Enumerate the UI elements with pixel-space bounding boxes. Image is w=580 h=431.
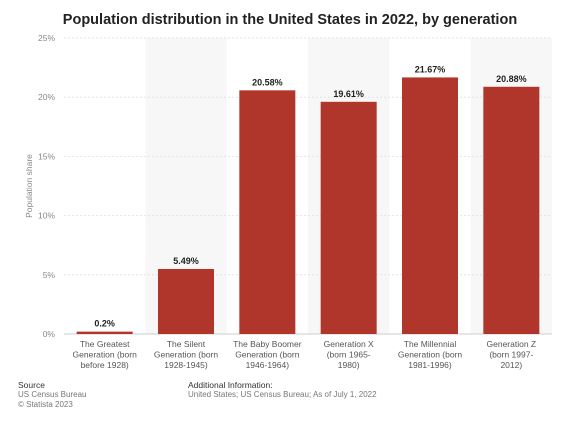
bar[interactable] [402, 77, 458, 335]
additional-info-heading: Additional Information: [188, 380, 273, 390]
bar[interactable] [483, 86, 540, 335]
source-block: Source US Census Bureau © Statista 2023 [18, 380, 86, 410]
x-tick-label: The Silent Generation (born 1928-1945) [154, 339, 219, 370]
x-tick-label: Generation X (born 1965-1980) [324, 339, 374, 370]
additional-info-block: Additional Information: United States; U… [188, 380, 377, 400]
x-tick-label: The Millennial Generation (born 1981-1996) [398, 339, 463, 370]
bar[interactable] [158, 268, 214, 334]
y-axis-label: Population share [24, 154, 34, 218]
bar[interactable] [320, 101, 377, 334]
y-tick-label: 25% [38, 33, 55, 43]
bar[interactable] [239, 90, 296, 335]
data-label: 21.67% [415, 64, 446, 74]
x-tick-label: Generation Z (born 1997-2012) [487, 339, 537, 370]
x-tick-label: The Baby Boomer Generation (born 1946-1964… [233, 339, 302, 370]
bar[interactable] [76, 331, 133, 334]
data-label: 20.88% [496, 74, 527, 84]
source-line: US Census Bureau [18, 390, 87, 399]
data-label: 0.2% [94, 319, 115, 329]
additional-info-text: United States; US Census Bureau; As of J… [188, 390, 377, 399]
data-label: 19.61% [333, 89, 364, 99]
y-tick-label: 10% [38, 211, 55, 221]
y-tick-label: 20% [38, 92, 55, 102]
data-label: 5.49% [173, 256, 199, 266]
y-tick-label: 5% [43, 270, 56, 280]
data-label: 20.58% [252, 77, 283, 87]
y-tick-label: 0% [43, 329, 56, 339]
chart-title: Population distribution in the United St… [62, 12, 518, 28]
y-tick-label: 15% [38, 151, 55, 161]
x-tick-label: The Greatest Generation (born before 1928) [73, 339, 138, 370]
copyright-line: © Statista 2023 [18, 400, 73, 409]
source-heading: Source [18, 380, 45, 390]
